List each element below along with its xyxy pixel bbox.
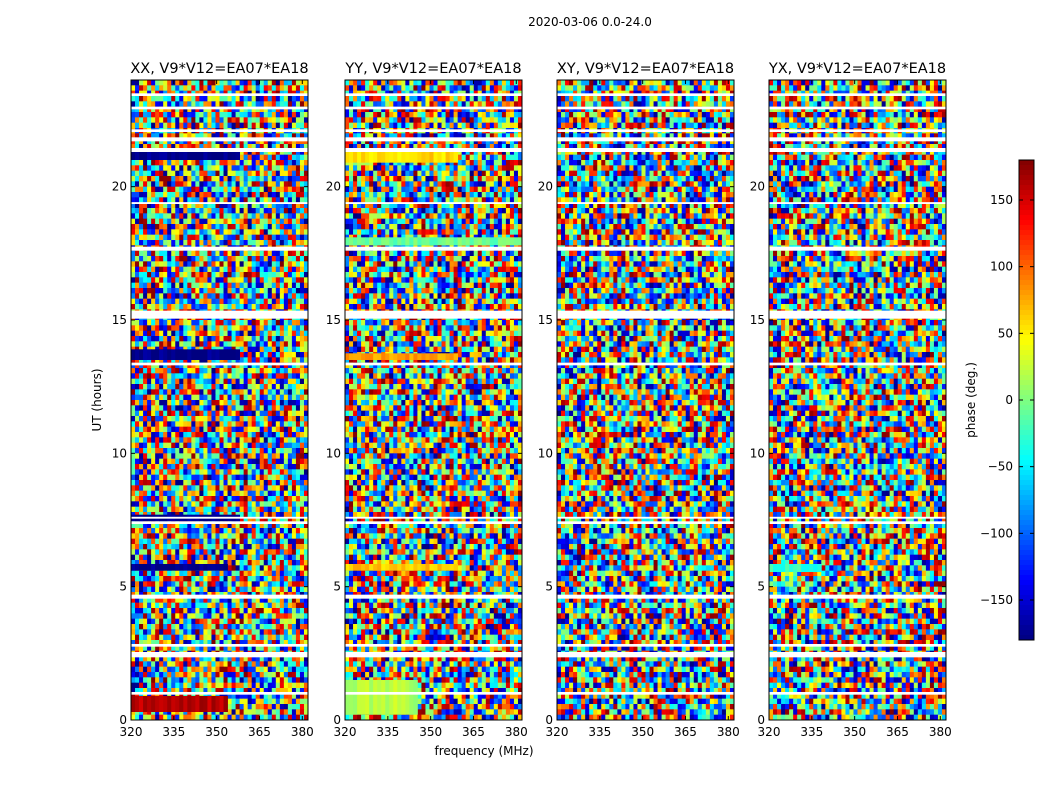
- phase-heatmap: [131, 80, 309, 721]
- x-tick-label: 380: [717, 725, 740, 739]
- y-tick-label: 10: [538, 446, 553, 460]
- y-tick-label: 10: [326, 446, 341, 460]
- colorbar-tick-label: 50: [998, 326, 1013, 340]
- panel-title: YX, V9*V12=EA07*EA18: [768, 61, 946, 77]
- colorbar-tick-label: −100: [980, 526, 1013, 540]
- colorbar-label: phase (deg.): [964, 362, 978, 438]
- y-tick-label: 20: [326, 180, 341, 194]
- phase-heatmap: [557, 80, 735, 721]
- y-tick-label: 5: [119, 580, 127, 594]
- y-tick-label: 15: [112, 313, 127, 327]
- colorbar-tick-label: −150: [980, 593, 1013, 607]
- x-tick-label: 335: [800, 725, 823, 739]
- y-tick-label: 0: [545, 713, 553, 727]
- x-tick-label: 365: [248, 725, 271, 739]
- phase-heatmap: [769, 80, 947, 721]
- x-tick-label: 380: [505, 725, 528, 739]
- x-tick-label: 350: [419, 725, 442, 739]
- panel-4: YX, V9*V12=EA07*EA18 320 335 350 365 380 0 5 10 1…: [750, 61, 952, 739]
- panel-frame: [130, 79, 309, 721]
- panels: XX, V9*V12=EA07*EA18 320 335 350 365 380 0 5 10 1…: [112, 61, 952, 739]
- x-tick-label: 320: [334, 725, 357, 739]
- panel-title: YY, V9*V12=EA07*EA18: [344, 61, 521, 77]
- x-tick-label: 350: [843, 725, 866, 739]
- x-tick-label: 365: [674, 725, 697, 739]
- colorbar: 150 100 50 0 −50 −100 −150: [980, 159, 1035, 641]
- figure-title: 2020-03-06 0.0-24.0: [528, 15, 652, 29]
- y-tick-label: 20: [538, 180, 553, 194]
- y-tick-label: 10: [750, 446, 765, 460]
- x-tick-label: 365: [886, 725, 909, 739]
- panel-2: YY, V9*V12=EA07*EA18 320 335 350 365 380 0 5 10 1…: [326, 61, 528, 739]
- x-tick-label: 380: [291, 725, 314, 739]
- x-tick-label: 380: [929, 725, 952, 739]
- panel-title: XX, V9*V12=EA07*EA18: [130, 61, 308, 77]
- x-tick-label: 335: [162, 725, 185, 739]
- colorbar-gradient: [1019, 160, 1034, 641]
- y-tick-label: 0: [333, 713, 341, 727]
- panel-frame: [344, 79, 523, 721]
- colorbar-tick-label: 0: [1005, 393, 1013, 407]
- x-tick-label: 365: [462, 725, 485, 739]
- x-tick-label: 335: [376, 725, 399, 739]
- x-tick-label: 320: [120, 725, 143, 739]
- y-tick-label: 5: [333, 580, 341, 594]
- colorbar-tick-label: −50: [988, 460, 1013, 474]
- y-tick-label: 0: [757, 713, 765, 727]
- x-tick-label: 320: [758, 725, 781, 739]
- panel-1: XX, V9*V12=EA07*EA18 320 335 350 365 380 0 5 10 1…: [112, 61, 314, 739]
- y-tick-label: 15: [750, 313, 765, 327]
- y-axis-label: UT (hours): [90, 368, 104, 431]
- y-tick-label: 10: [112, 446, 127, 460]
- x-axis-label: frequency (MHz): [434, 744, 533, 758]
- y-tick-label: 0: [119, 713, 127, 727]
- colorbar-tick-label: 150: [990, 193, 1013, 207]
- y-tick-label: 5: [757, 580, 765, 594]
- y-tick-label: 20: [750, 180, 765, 194]
- x-tick-label: 350: [205, 725, 228, 739]
- x-tick-label: 350: [631, 725, 654, 739]
- panel-3: XY, V9*V12=EA07*EA18 320 335 350 365 380 0 5 10 1…: [538, 61, 740, 739]
- y-tick-label: 15: [326, 313, 341, 327]
- panel-frame: [556, 79, 735, 721]
- phase-heatmap: [345, 80, 523, 721]
- y-tick-label: 20: [112, 180, 127, 194]
- y-tick-label: 5: [545, 580, 553, 594]
- x-tick-label: 320: [546, 725, 569, 739]
- panel-title: XY, V9*V12=EA07*EA18: [557, 61, 734, 77]
- panel-frame: [768, 79, 947, 721]
- x-tick-label: 335: [588, 725, 611, 739]
- y-tick-label: 15: [538, 313, 553, 327]
- colorbar-tick-label: 100: [990, 260, 1013, 274]
